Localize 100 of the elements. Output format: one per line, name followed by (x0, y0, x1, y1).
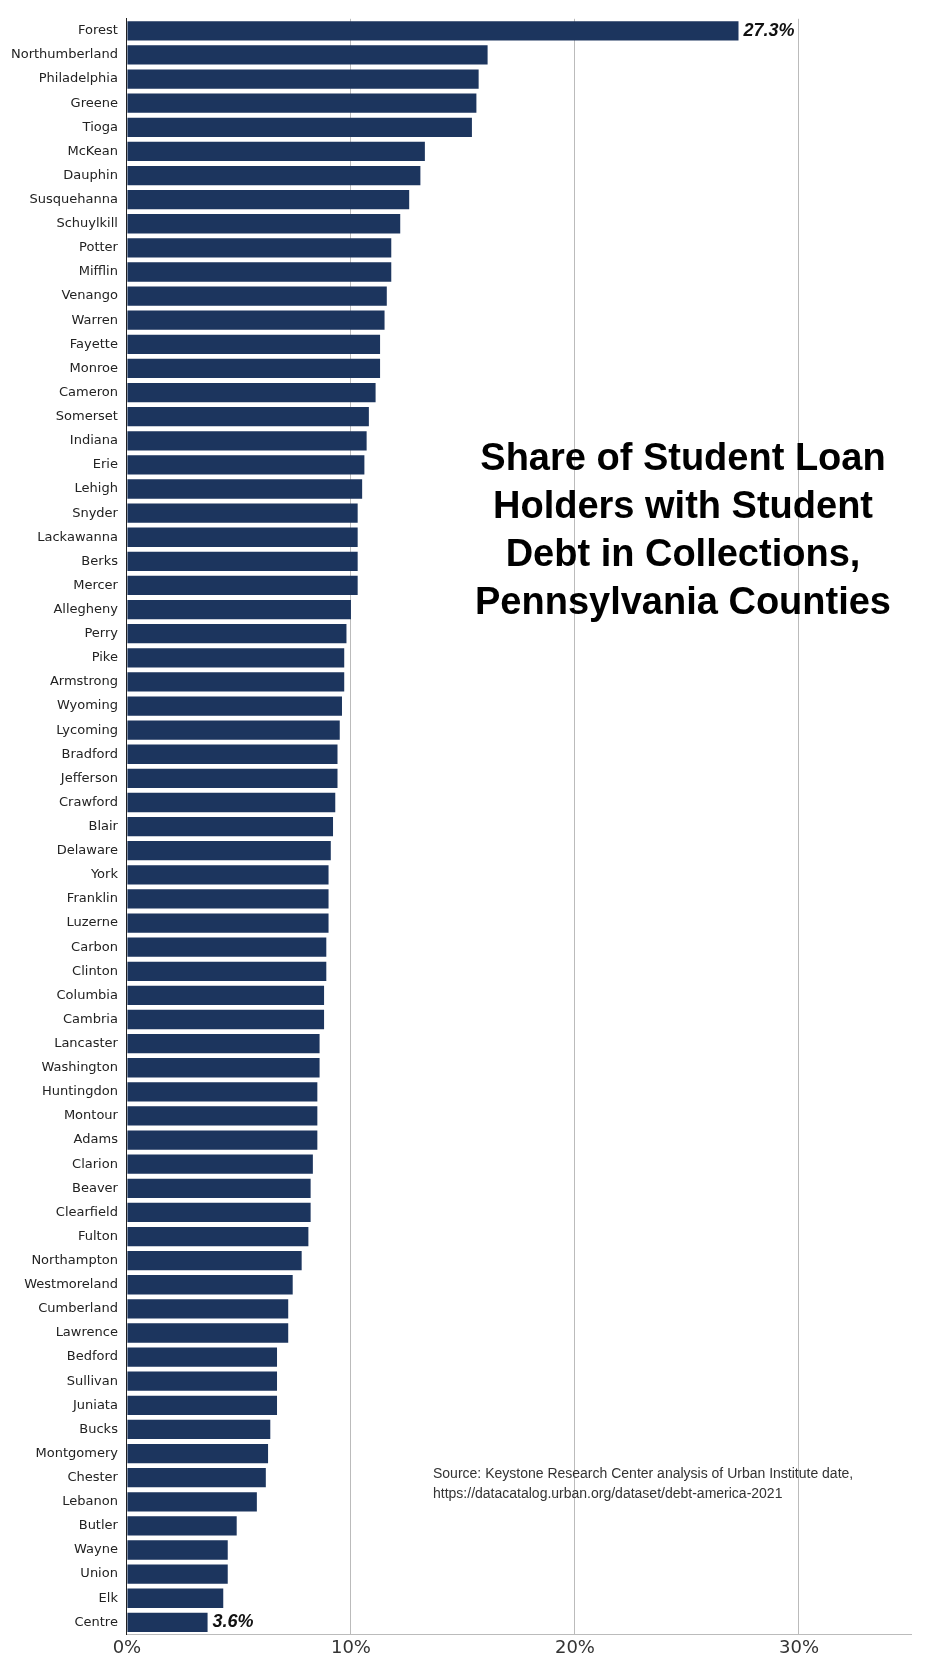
y-tick-label: Crawford (59, 793, 118, 809)
y-tick-label: Cambria (63, 1010, 118, 1026)
y-tick-label: Lehigh (74, 480, 118, 496)
y-tick-label: Lebanon (62, 1493, 118, 1509)
y-tick-label: Erie (92, 456, 118, 472)
bar (127, 1009, 325, 1030)
bar (127, 1371, 278, 1391)
bar (127, 720, 340, 740)
y-tick-label: Warren (71, 311, 118, 327)
bar (127, 865, 329, 885)
bar (127, 551, 358, 571)
y-tick-label: Lackawanna (37, 528, 118, 544)
bar (127, 1299, 289, 1319)
y-tick-label: Mercer (73, 576, 119, 592)
bar (127, 985, 325, 1006)
bar (127, 1395, 278, 1415)
bar (127, 1275, 293, 1295)
y-tick-label: Lawrence (55, 1324, 118, 1340)
y-tick-label: Northampton (31, 1252, 118, 1268)
bar (127, 1540, 228, 1560)
bar (127, 93, 477, 113)
bar (127, 69, 479, 89)
bar (127, 648, 345, 668)
y-tick-label: Washington (41, 1059, 118, 1075)
y-tick-label: Indiana (69, 432, 118, 448)
bar (127, 1154, 313, 1174)
y-tick-label: Snyder (72, 504, 119, 520)
y-tick-label: Wayne (74, 1541, 118, 1557)
y-tick-label: Perry (84, 625, 119, 641)
y-tick-label: Greene (70, 94, 118, 110)
bar (127, 334, 381, 354)
y-tick-label: Juniata (71, 1396, 118, 1412)
bar (127, 1106, 318, 1126)
bar (127, 214, 401, 234)
bar (127, 479, 363, 499)
bar (127, 165, 421, 186)
y-tick-label: Lycoming (56, 721, 118, 737)
y-tick-label: Bucks (79, 1420, 119, 1436)
y-tick-label: Chester (67, 1469, 119, 1485)
bar (127, 1082, 318, 1102)
y-tick-label: Fayette (69, 335, 118, 351)
y-tick-label: Armstrong (49, 673, 118, 689)
bar (127, 455, 365, 475)
y-tick-label: Union (80, 1565, 118, 1581)
y-tick-label: Delaware (56, 842, 118, 858)
bar (127, 599, 351, 620)
bar (127, 1468, 266, 1488)
y-tick-label: Montour (63, 1107, 119, 1123)
y-tick-label: Sullivan (66, 1372, 118, 1388)
y-tick-label: Columbia (56, 986, 118, 1002)
y-tick-label: Cumberland (38, 1300, 118, 1316)
bar (127, 937, 327, 957)
bar (127, 1058, 320, 1078)
y-tick-label: Westmoreland (24, 1276, 118, 1292)
y-tick-label: Wyoming (56, 697, 118, 713)
y-tick-label: Montgomery (35, 1444, 119, 1460)
y-tick-label: Dauphin (63, 166, 118, 182)
y-tick-label: Adams (73, 1131, 119, 1147)
bar (127, 1347, 278, 1367)
bar (127, 286, 387, 306)
bar (127, 262, 392, 282)
y-tick-label: Fulton (78, 1227, 118, 1243)
bar (127, 841, 331, 861)
x-tick-label: 10% (330, 1635, 371, 1657)
bar (127, 431, 367, 451)
y-tick-label: Philadelphia (38, 70, 118, 86)
bar (127, 1202, 311, 1223)
y-tick-label: Somerset (55, 408, 118, 424)
bar (127, 672, 345, 692)
bar (127, 190, 410, 210)
bar (127, 816, 334, 837)
x-tick-label: 20% (554, 1635, 595, 1657)
y-tick-label: Franklin (66, 890, 118, 906)
bar (127, 1516, 237, 1536)
bar (127, 1033, 320, 1054)
y-tick-label: Potter (79, 239, 119, 255)
x-tick-label: 0% (112, 1635, 142, 1657)
bar (127, 238, 392, 258)
y-tick-label: Clinton (72, 962, 118, 978)
y-tick-label: Bedford (66, 1348, 118, 1364)
y-tick-label: Susquehanna (29, 191, 118, 207)
x-tick-label: 30% (778, 1635, 819, 1657)
y-tick-label: Monroe (69, 359, 118, 375)
y-tick-label: Clearfield (55, 1203, 118, 1219)
text: Share of Student Loan Holders with Student Debt in Collections, Pennsylvania Counties (474, 435, 892, 624)
bar (127, 1419, 271, 1440)
y-tick-label: Mifflin (78, 263, 118, 279)
bar (127, 358, 381, 379)
bar (127, 1492, 257, 1512)
bar (127, 1564, 228, 1584)
bar (127, 1178, 311, 1198)
annotation: Source: Keystone Research Center analysis of Urban Institute date, https://datacatalog.urban.org/dataset/debt-america-2021 (433, 1464, 855, 1503)
y-tick-label: Lancaster (54, 1035, 119, 1050)
bar (127, 768, 338, 789)
bar (127, 407, 369, 427)
bar (127, 1251, 302, 1271)
bar (127, 575, 358, 596)
bar (127, 21, 739, 41)
y-tick-label: Clarion (72, 1155, 118, 1171)
bar (127, 1323, 289, 1343)
